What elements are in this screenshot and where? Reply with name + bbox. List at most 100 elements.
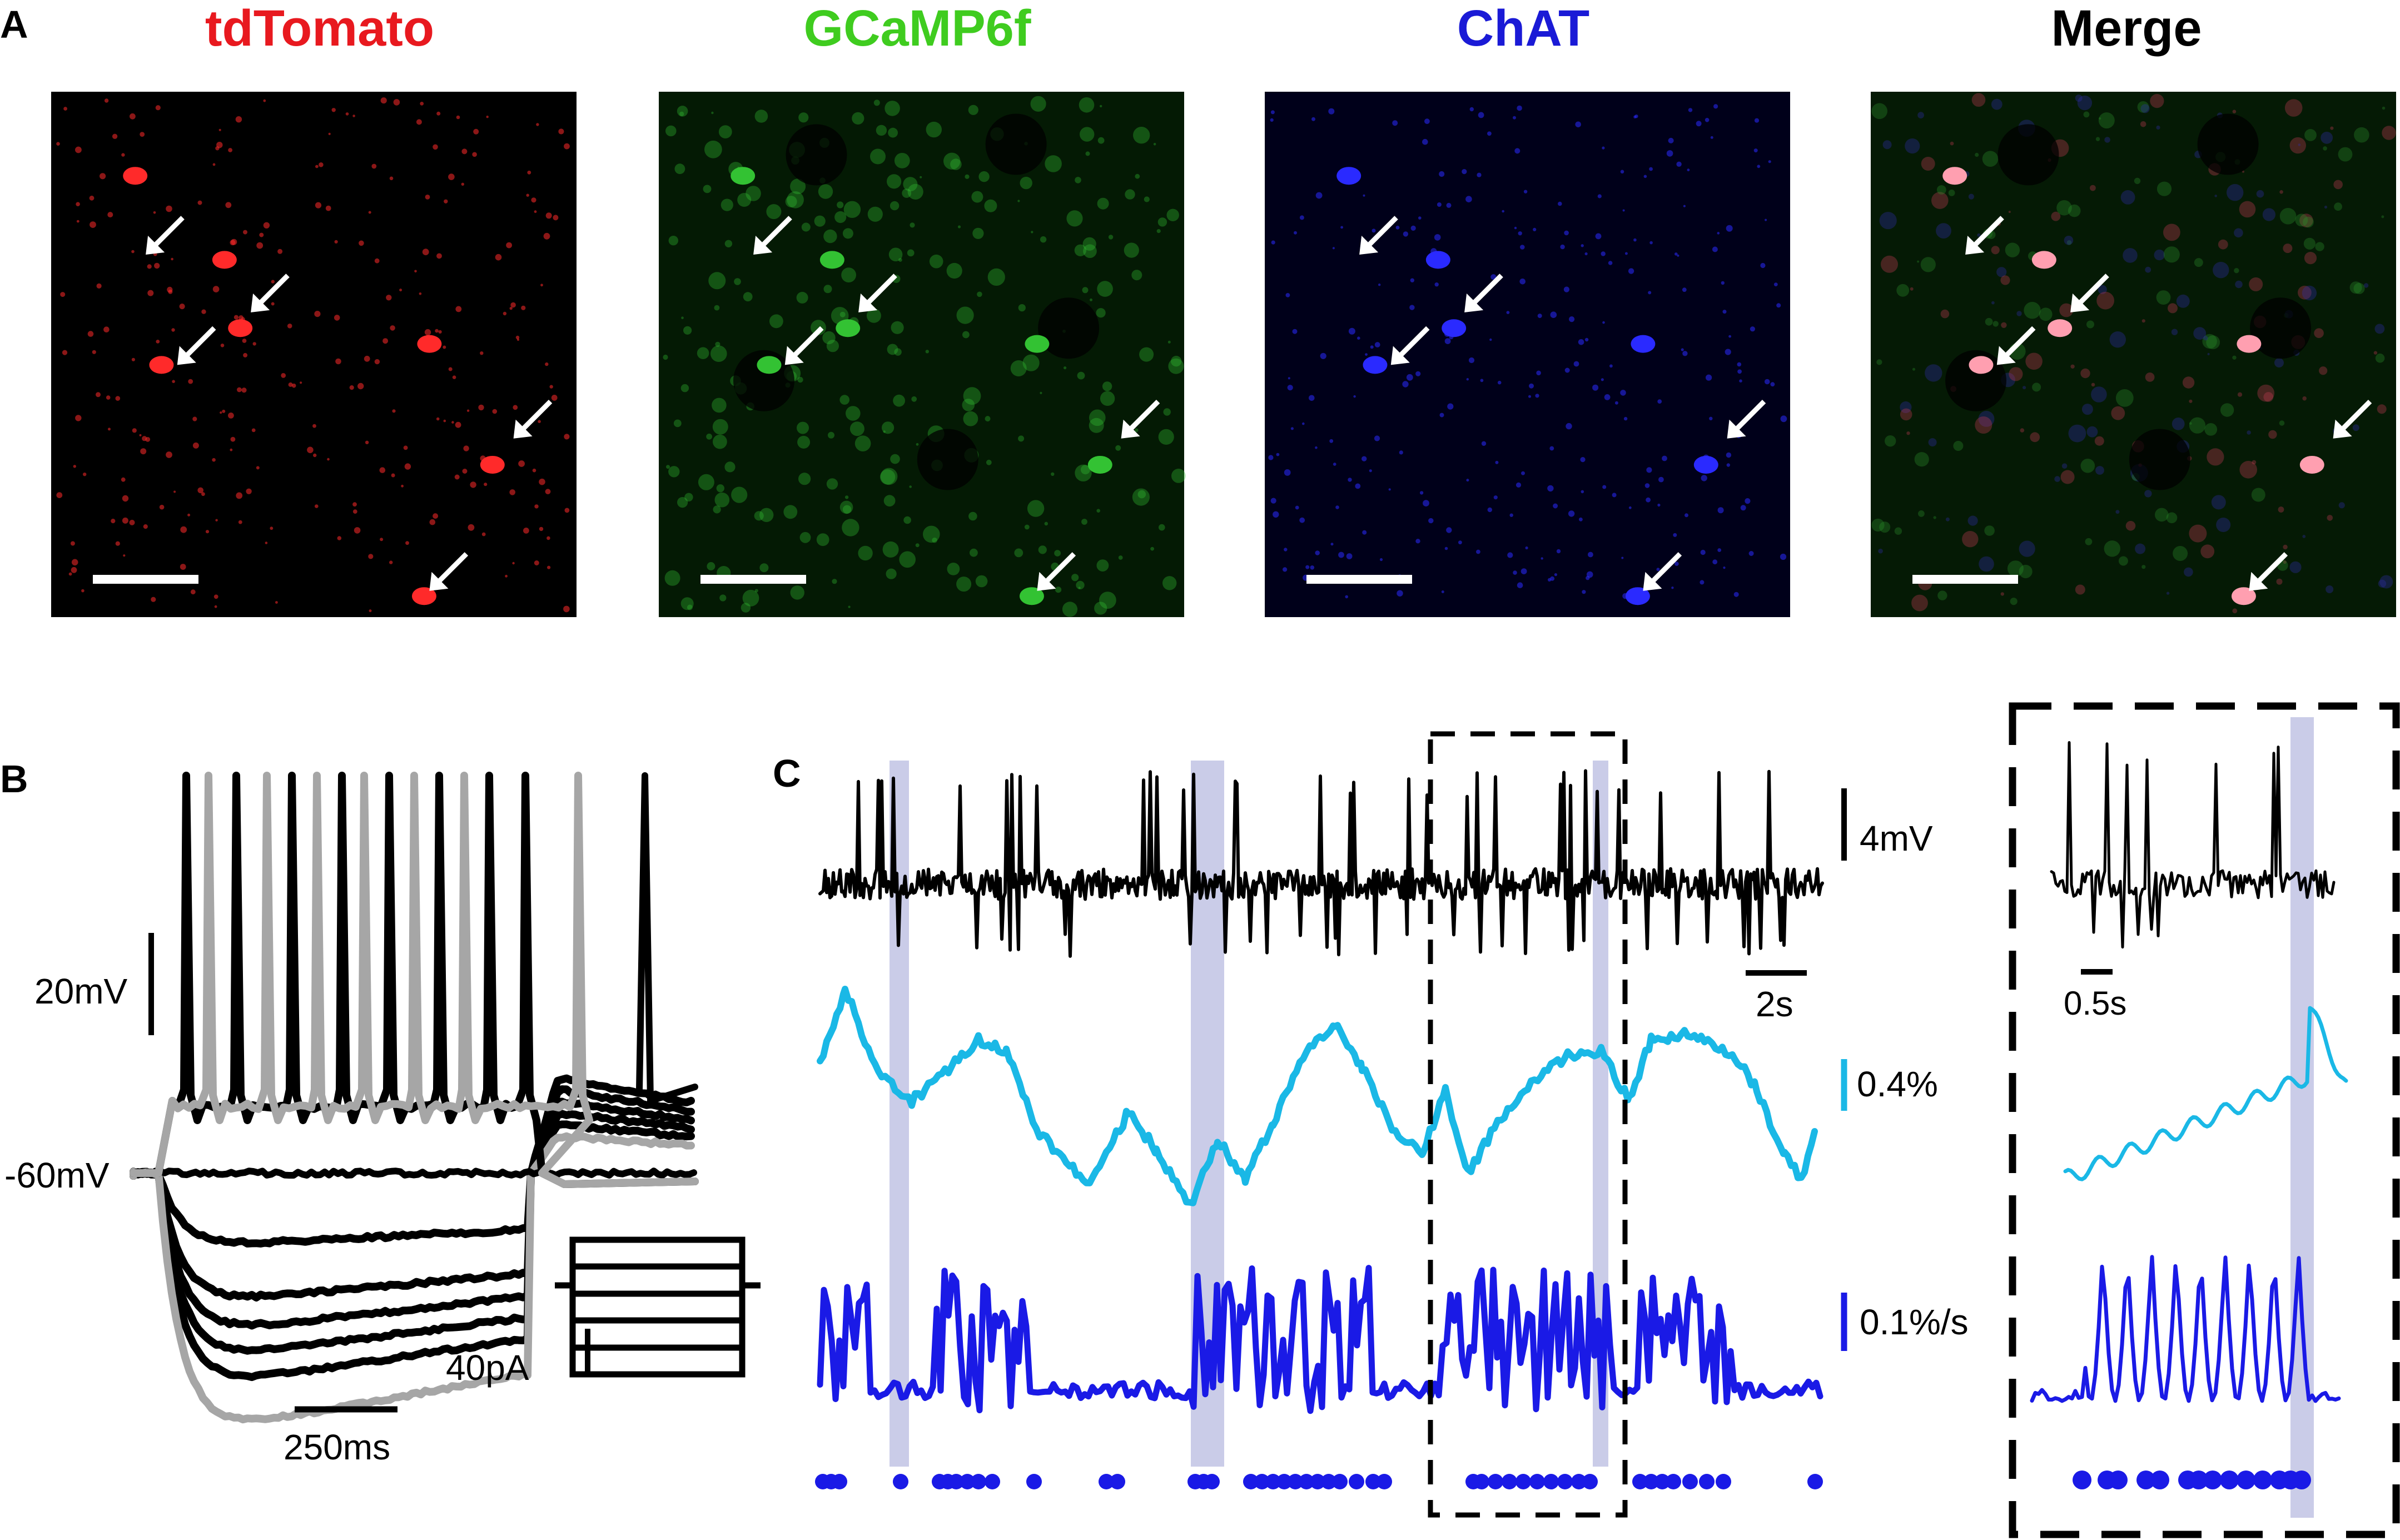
speckle <box>666 465 670 469</box>
event-dot <box>1488 1474 1503 1489</box>
speckle <box>798 112 809 123</box>
speckle <box>2381 215 2384 218</box>
speckle <box>156 340 160 344</box>
speckle <box>1953 441 1964 451</box>
speckle <box>1299 517 1305 523</box>
speckle <box>1075 464 1092 481</box>
speckle <box>2189 422 2192 425</box>
speckle <box>359 240 364 246</box>
speckle <box>1564 367 1570 373</box>
speckle <box>2334 202 2342 211</box>
speckle <box>1074 244 1087 256</box>
speckle <box>704 140 722 158</box>
speckle <box>1726 463 1730 467</box>
speckle <box>1671 587 1674 589</box>
speckle <box>1760 262 1766 269</box>
speckle <box>2020 428 2025 433</box>
speckle <box>456 115 460 120</box>
speckle <box>1439 413 1444 418</box>
speckle <box>251 428 256 433</box>
speckle <box>2289 561 2302 573</box>
speckle <box>83 473 87 476</box>
labeled-cell <box>1425 251 1450 269</box>
speckle <box>100 173 106 180</box>
event-dot <box>960 1474 975 1489</box>
speckle <box>404 463 411 470</box>
speckle <box>677 106 688 117</box>
speckle <box>345 112 349 116</box>
event-dot <box>1299 1474 1314 1489</box>
speckle <box>962 331 970 339</box>
speckle <box>1609 364 1613 368</box>
speckle <box>2213 262 2229 279</box>
speckle <box>707 562 715 570</box>
speckle <box>1045 155 1062 172</box>
speckle <box>1131 270 1142 281</box>
speckle <box>2194 258 2203 267</box>
labeled-cell <box>1625 587 1650 605</box>
speckle <box>473 128 479 135</box>
speckle <box>190 589 196 595</box>
speckle <box>1168 358 1184 374</box>
speckle <box>1309 395 1315 401</box>
speckle <box>2080 459 2095 473</box>
inset-event-dot <box>2109 1471 2128 1489</box>
speckle <box>844 495 849 499</box>
speckle <box>1948 190 1955 196</box>
derivative-trace <box>817 1265 1823 1414</box>
speckle <box>1547 485 1554 492</box>
speckle <box>1017 200 1020 202</box>
speckle <box>167 286 173 293</box>
speckle <box>1984 525 1995 536</box>
speckle <box>151 597 156 602</box>
speckle <box>742 589 759 607</box>
speckle <box>2060 470 2075 484</box>
speckle <box>766 204 782 220</box>
speckle <box>1602 485 1607 489</box>
speckle <box>1513 116 1516 120</box>
speckle <box>1911 594 1928 612</box>
speckle <box>1439 171 1445 177</box>
speckle <box>2140 121 2146 127</box>
labeled-cell <box>819 251 844 269</box>
speckle <box>1723 567 1726 569</box>
time-scale-label-c: 2s <box>1756 984 1793 1024</box>
inset-event-dot <box>2220 1471 2239 1489</box>
speckle <box>492 409 498 414</box>
speckle <box>1054 550 1061 557</box>
speckle <box>2302 396 2307 401</box>
speckle <box>60 292 66 297</box>
speckle <box>1040 236 1047 243</box>
speckle <box>1674 562 1679 566</box>
arrow-shaft <box>1649 552 1682 585</box>
speckle <box>1967 515 1978 526</box>
speckle <box>235 116 242 123</box>
speckle <box>215 146 220 151</box>
speckle <box>89 195 95 201</box>
speckle <box>527 170 531 175</box>
labeled-cell <box>1442 319 1467 337</box>
speckle <box>1918 510 1925 517</box>
speckle <box>1937 590 1947 600</box>
speckle <box>1335 505 1339 509</box>
speckle <box>1879 212 1897 230</box>
speckle <box>2315 242 2324 251</box>
speckle <box>166 205 172 212</box>
speckle <box>256 466 260 470</box>
speckle <box>1717 507 1724 514</box>
speckle <box>538 420 541 423</box>
speckle <box>2375 353 2385 363</box>
inset-event-dot <box>2136 1471 2155 1489</box>
speckle <box>526 193 529 197</box>
speckle <box>681 316 684 319</box>
speckle <box>1276 453 1280 456</box>
speckle <box>1024 524 1030 530</box>
speckle <box>2077 95 2093 111</box>
speckle <box>1287 385 1293 391</box>
speckle <box>1604 394 1611 400</box>
speckle <box>1982 151 1999 167</box>
labeled-cell <box>757 356 782 374</box>
speckle <box>1713 104 1718 109</box>
speckle <box>1270 498 1276 504</box>
speckle <box>1487 131 1492 136</box>
